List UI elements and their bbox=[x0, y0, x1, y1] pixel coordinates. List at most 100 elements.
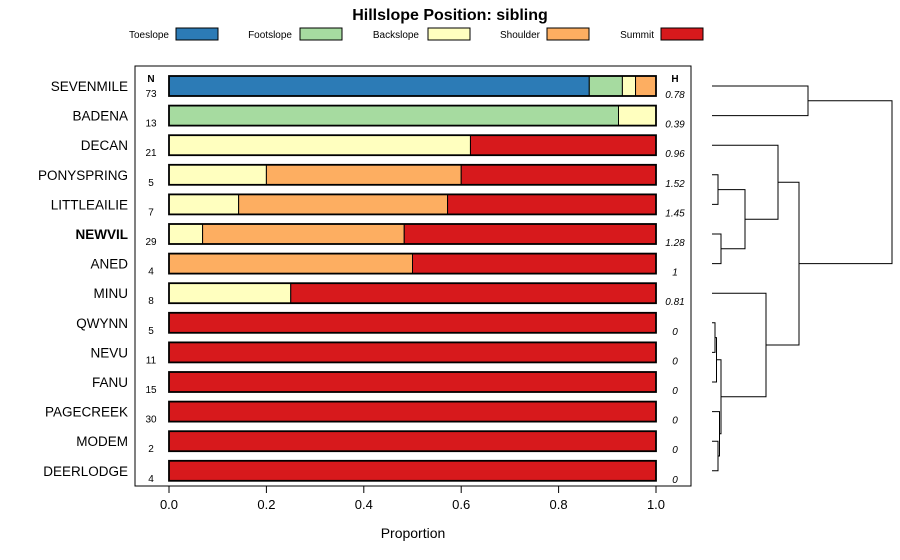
legend-item-backslope: Backslope bbox=[373, 27, 471, 41]
h-value: 0 bbox=[672, 416, 678, 427]
bar-row-decan bbox=[168, 134, 657, 157]
row-label-ponyspring: PONYSPRING bbox=[38, 168, 128, 183]
bar-segment-shoulder bbox=[265, 164, 462, 186]
bar-outline bbox=[168, 104, 657, 127]
dendrogram-link-12 bbox=[799, 100, 893, 265]
bar-outline bbox=[168, 223, 657, 245]
legend-swatch bbox=[660, 27, 704, 41]
row-label-fanu: FANU bbox=[92, 375, 128, 390]
dendrogram-link-0 bbox=[712, 85, 809, 117]
bar-row-minu bbox=[168, 282, 657, 305]
n-value: 5 bbox=[148, 326, 154, 337]
h-value: 0 bbox=[672, 475, 678, 486]
row-label-littleailie: LITTLEAILIE bbox=[51, 197, 128, 212]
x-tick-label: 0.0 bbox=[160, 497, 178, 512]
h-column-header: H bbox=[671, 74, 678, 85]
dendrogram-link-7 bbox=[712, 440, 719, 472]
legend: Toeslope Footslope Backslope Shoulder Summit bbox=[129, 27, 704, 41]
dendrogram-link-11 bbox=[766, 181, 800, 346]
legend-label: Summit bbox=[620, 30, 654, 41]
bar-segment-summit bbox=[447, 193, 657, 215]
bar-row-modem bbox=[168, 430, 657, 453]
h-value: 0.39 bbox=[665, 120, 685, 131]
bar-segment-summit bbox=[168, 401, 657, 423]
bar-segment-footslope bbox=[588, 75, 623, 97]
bar-segment-summit bbox=[412, 253, 657, 275]
legend-label: Backslope bbox=[373, 30, 420, 41]
n-value: 30 bbox=[145, 415, 157, 426]
plot-panel bbox=[134, 65, 692, 487]
x-axis: 0.0 0.2 0.4 0.6 0.8 1.0 bbox=[160, 486, 665, 512]
dendrogram-link-5 bbox=[712, 322, 716, 353]
n-value: 11 bbox=[146, 355, 157, 366]
h-value: 0 bbox=[672, 445, 678, 456]
bar-segment-toeslope bbox=[168, 75, 590, 97]
bar-segment-summit bbox=[168, 341, 657, 363]
bar-row-littleailie bbox=[168, 193, 657, 216]
legend-item-shoulder: Shoulder bbox=[500, 27, 590, 41]
n-value: 7 bbox=[148, 207, 154, 218]
row-label-badena: BADENA bbox=[72, 109, 128, 124]
bar-outline bbox=[168, 341, 657, 364]
row-label-pagecreek: PAGECREEK bbox=[45, 405, 128, 420]
bar-row-sevenmile bbox=[168, 75, 657, 97]
bar-segment-shoulder bbox=[202, 223, 405, 245]
dendrogram-link-3 bbox=[718, 189, 746, 250]
row-label-aned: ANED bbox=[90, 257, 128, 272]
h-value: 1 bbox=[672, 268, 678, 279]
bar-segment-backslope bbox=[618, 105, 657, 127]
x-tick-label: 1.0 bbox=[647, 497, 665, 512]
legend-swatch bbox=[175, 27, 219, 41]
legend-label: Footslope bbox=[248, 30, 292, 41]
bar-segment-summit bbox=[168, 371, 657, 393]
bar-row-newvil bbox=[168, 223, 657, 245]
legend-item-footslope: Footslope bbox=[248, 27, 343, 41]
row-label-minu: MINU bbox=[94, 286, 129, 301]
legend-swatch bbox=[427, 27, 471, 41]
bar-outline bbox=[168, 282, 657, 305]
bar-outline bbox=[168, 134, 657, 157]
n-value: 29 bbox=[145, 237, 157, 248]
bars bbox=[168, 75, 657, 482]
h-value: 0 bbox=[672, 356, 678, 367]
bar-row-aned bbox=[168, 252, 657, 275]
row-label-newvil: NEWVIL bbox=[76, 227, 129, 242]
x-tick-label: 0.6 bbox=[452, 497, 470, 512]
bar-segment-backslope bbox=[168, 164, 267, 186]
h-value: 0.96 bbox=[665, 149, 685, 160]
bar-outline bbox=[168, 430, 657, 453]
n-value: 21 bbox=[145, 148, 157, 159]
bar-segment-summit bbox=[469, 134, 657, 156]
bar-row-qwynn bbox=[168, 311, 657, 334]
row-label-decan: DECAN bbox=[81, 138, 128, 153]
bar-segment-backslope bbox=[168, 134, 471, 156]
n-value: 4 bbox=[148, 267, 154, 278]
n-value: 2 bbox=[148, 444, 154, 455]
bar-segment-summit bbox=[460, 164, 657, 186]
dendrogram-link-1 bbox=[712, 174, 719, 205]
h-value: 0.78 bbox=[665, 90, 685, 101]
bar-segment-shoulder bbox=[238, 193, 449, 215]
bar-segment-summit bbox=[168, 312, 657, 334]
bar-row-ponyspring bbox=[168, 163, 657, 186]
chart-title: Hillslope Position: sibling bbox=[352, 7, 548, 24]
h-value: 1.52 bbox=[665, 179, 685, 190]
dendrogram-link-2 bbox=[712, 233, 722, 265]
bar-outline bbox=[168, 371, 657, 393]
legend-item-summit: Summit bbox=[620, 27, 704, 41]
legend-swatch bbox=[546, 27, 590, 41]
x-tick-label: 0.8 bbox=[550, 497, 568, 512]
bar-row-deerlodge bbox=[168, 459, 657, 482]
n-value: 15 bbox=[145, 385, 157, 396]
h-value: 1.28 bbox=[665, 238, 685, 249]
bar-outline bbox=[168, 400, 657, 423]
bar-row-pagecreek bbox=[168, 400, 657, 423]
dendrogram-link-9 bbox=[716, 359, 722, 435]
legend-swatch bbox=[299, 27, 343, 41]
x-tick-label: 0.2 bbox=[257, 497, 275, 512]
row-label-nevu: NEVU bbox=[90, 345, 128, 360]
dendrogram-link-6 bbox=[712, 337, 717, 383]
legend-label: Toeslope bbox=[129, 30, 169, 41]
legend-item-toeslope: Toeslope bbox=[129, 27, 219, 41]
